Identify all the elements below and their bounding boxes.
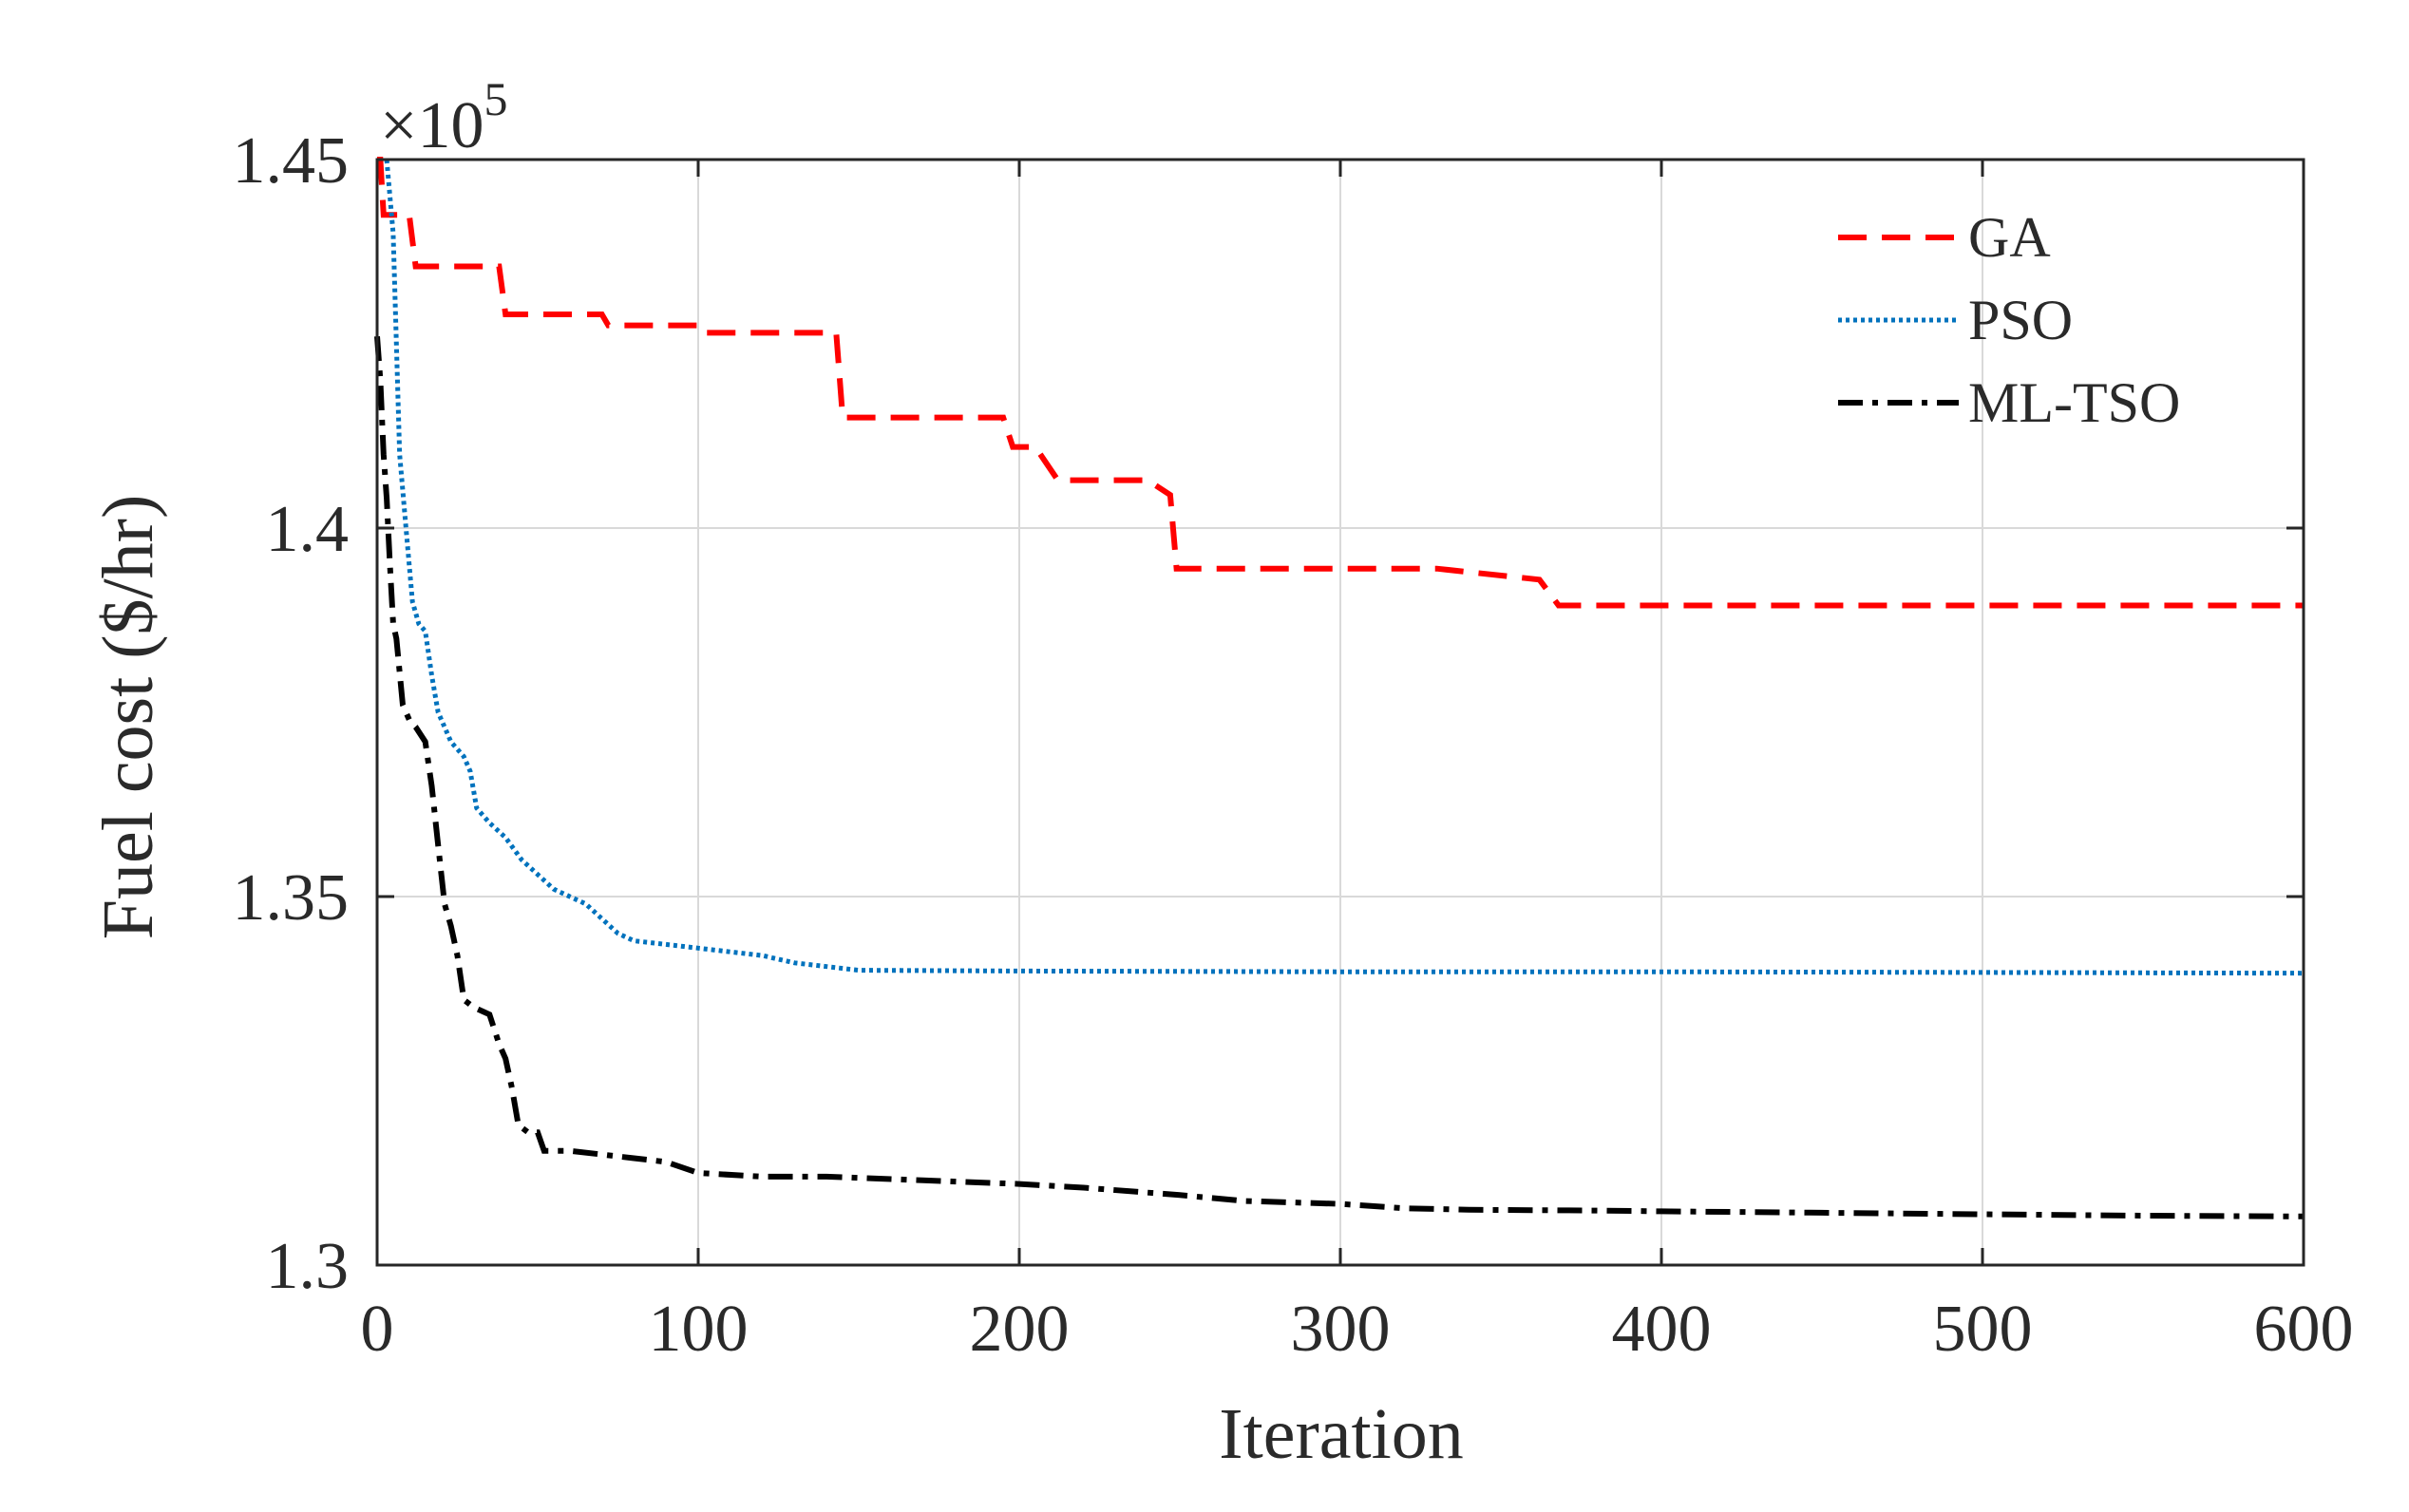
y-tick-label: 1.4 [266,493,350,566]
series-layer [374,157,2305,1219]
series-line-ga [377,157,2304,609]
x-tick-label: 200 [970,1293,1070,1366]
y-axis-label: Fuel cost ($/hr) [88,495,168,940]
x-tick-label: 400 [1612,1293,1712,1366]
legend: GA PSO ML-TSO [1838,206,2180,434]
y-tick-label: 1.3 [266,1230,350,1303]
x-tick-label: 100 [649,1293,749,1366]
series-line-ml-tso [374,335,2305,1219]
axis-ticks [375,158,2305,1267]
y-tick-label: 1.45 [233,124,350,198]
x-axis-label: Iteration [1219,1394,1463,1474]
x-tick-label: 600 [2254,1293,2354,1366]
y-tick-label: 1.35 [233,861,350,935]
x-tick-label: 0 [361,1293,394,1366]
legend-label-ml-tso: ML-TSO [1968,371,2180,434]
series-line-pso [384,159,2305,976]
x-tick-label: 300 [1291,1293,1391,1366]
legend-label-pso: PSO [1968,289,2073,351]
legend-label-ga: GA [1968,206,2051,269]
tick-labels: 0 100 200 300 400 500 600 1.3 1.35 1.4 1.45 [233,124,2354,1366]
y-multiplier-exponent: 5 [484,72,507,125]
x-tick-label: 500 [1933,1293,2033,1366]
y-axis-multiplier: ×105 [380,72,507,162]
y-multiplier-base: ×10 [380,89,484,162]
